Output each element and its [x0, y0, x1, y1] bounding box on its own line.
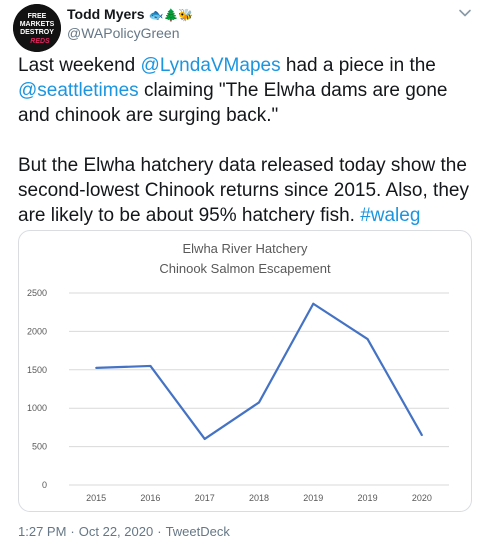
- data-point: [420, 434, 423, 437]
- mention-link[interactable]: @LyndaVMapes: [140, 55, 281, 76]
- chart-subtitle: Chinook Salmon Escapement: [159, 261, 331, 276]
- tweet-paragraph-1: Last weekend @LyndaVMapes had a piece in…: [18, 53, 473, 128]
- mention-link[interactable]: @seattletimes: [18, 80, 139, 101]
- x-tick-label: 2019: [303, 493, 323, 503]
- author-name-text: Todd Myers: [67, 6, 145, 22]
- text-span: claiming "The Elwha dams are gone and ch…: [18, 80, 448, 126]
- data-point: [312, 302, 315, 305]
- x-tick-label: 2018: [249, 493, 269, 503]
- text-span: Last weekend: [18, 55, 141, 76]
- y-tick-label: 2000: [27, 326, 47, 336]
- tweet-date[interactable]: Oct 22, 2020: [78, 524, 154, 539]
- data-point: [203, 437, 206, 440]
- text-span: But the Elwha hatchery data released tod…: [18, 155, 469, 226]
- separator: ·: [70, 524, 75, 539]
- avatar-text: REDS: [30, 38, 50, 45]
- y-tick-label: 2500: [27, 288, 47, 298]
- data-point: [95, 366, 98, 369]
- x-tick-label: 2017: [195, 493, 215, 503]
- avatar-logo: FREE MARKETS DESTROY REDS: [13, 4, 61, 52]
- chart-title: Elwha River Hatchery: [183, 241, 308, 256]
- avatar-text: FREE: [28, 13, 47, 20]
- line-chart: Elwha River Hatchery Chinook Salmon Esca…: [27, 241, 449, 503]
- avatar[interactable]: FREE MARKETS DESTROY REDS: [13, 4, 61, 52]
- data-point: [149, 364, 152, 367]
- x-tick-label: 2019: [358, 493, 378, 503]
- chart-image[interactable]: Elwha River Hatchery Chinook Salmon Esca…: [18, 230, 472, 512]
- tweet-source[interactable]: TweetDeck: [165, 524, 230, 539]
- x-tick-label: 2015: [86, 493, 106, 503]
- tweet-footer: 1:27 PM · Oct 22, 2020 · TweetDeck: [18, 524, 230, 539]
- y-tick-label: 0: [42, 480, 47, 490]
- y-tick-label: 500: [32, 442, 47, 452]
- author-handle[interactable]: @WAPolicyGreen: [67, 25, 180, 41]
- avatar-text: MARKETS: [20, 21, 55, 28]
- x-tick-label: 2016: [140, 493, 160, 503]
- tweet-paragraph-2: But the Elwha hatchery data released tod…: [18, 153, 473, 228]
- hashtag-link[interactable]: #waleg: [360, 205, 421, 226]
- series-line: [96, 302, 423, 441]
- tweet-text: Last weekend @LyndaVMapes had a piece in…: [18, 53, 473, 228]
- y-tick-label: 1500: [27, 365, 47, 375]
- tweet-time[interactable]: 1:27 PM: [18, 524, 67, 539]
- x-tick-label: 2020: [412, 493, 432, 503]
- author-name[interactable]: Todd Myers 🐟🌲🐝: [67, 6, 193, 22]
- text-span: had a piece in the: [280, 55, 436, 76]
- avatar-text: DESTROY: [20, 29, 54, 36]
- y-tick-label: 1000: [27, 403, 47, 413]
- data-point: [366, 338, 369, 341]
- separator: ·: [157, 524, 162, 539]
- author-emoji: 🐟🌲🐝: [148, 8, 194, 22]
- data-point: [258, 401, 260, 404]
- chevron-down-icon[interactable]: [458, 6, 472, 20]
